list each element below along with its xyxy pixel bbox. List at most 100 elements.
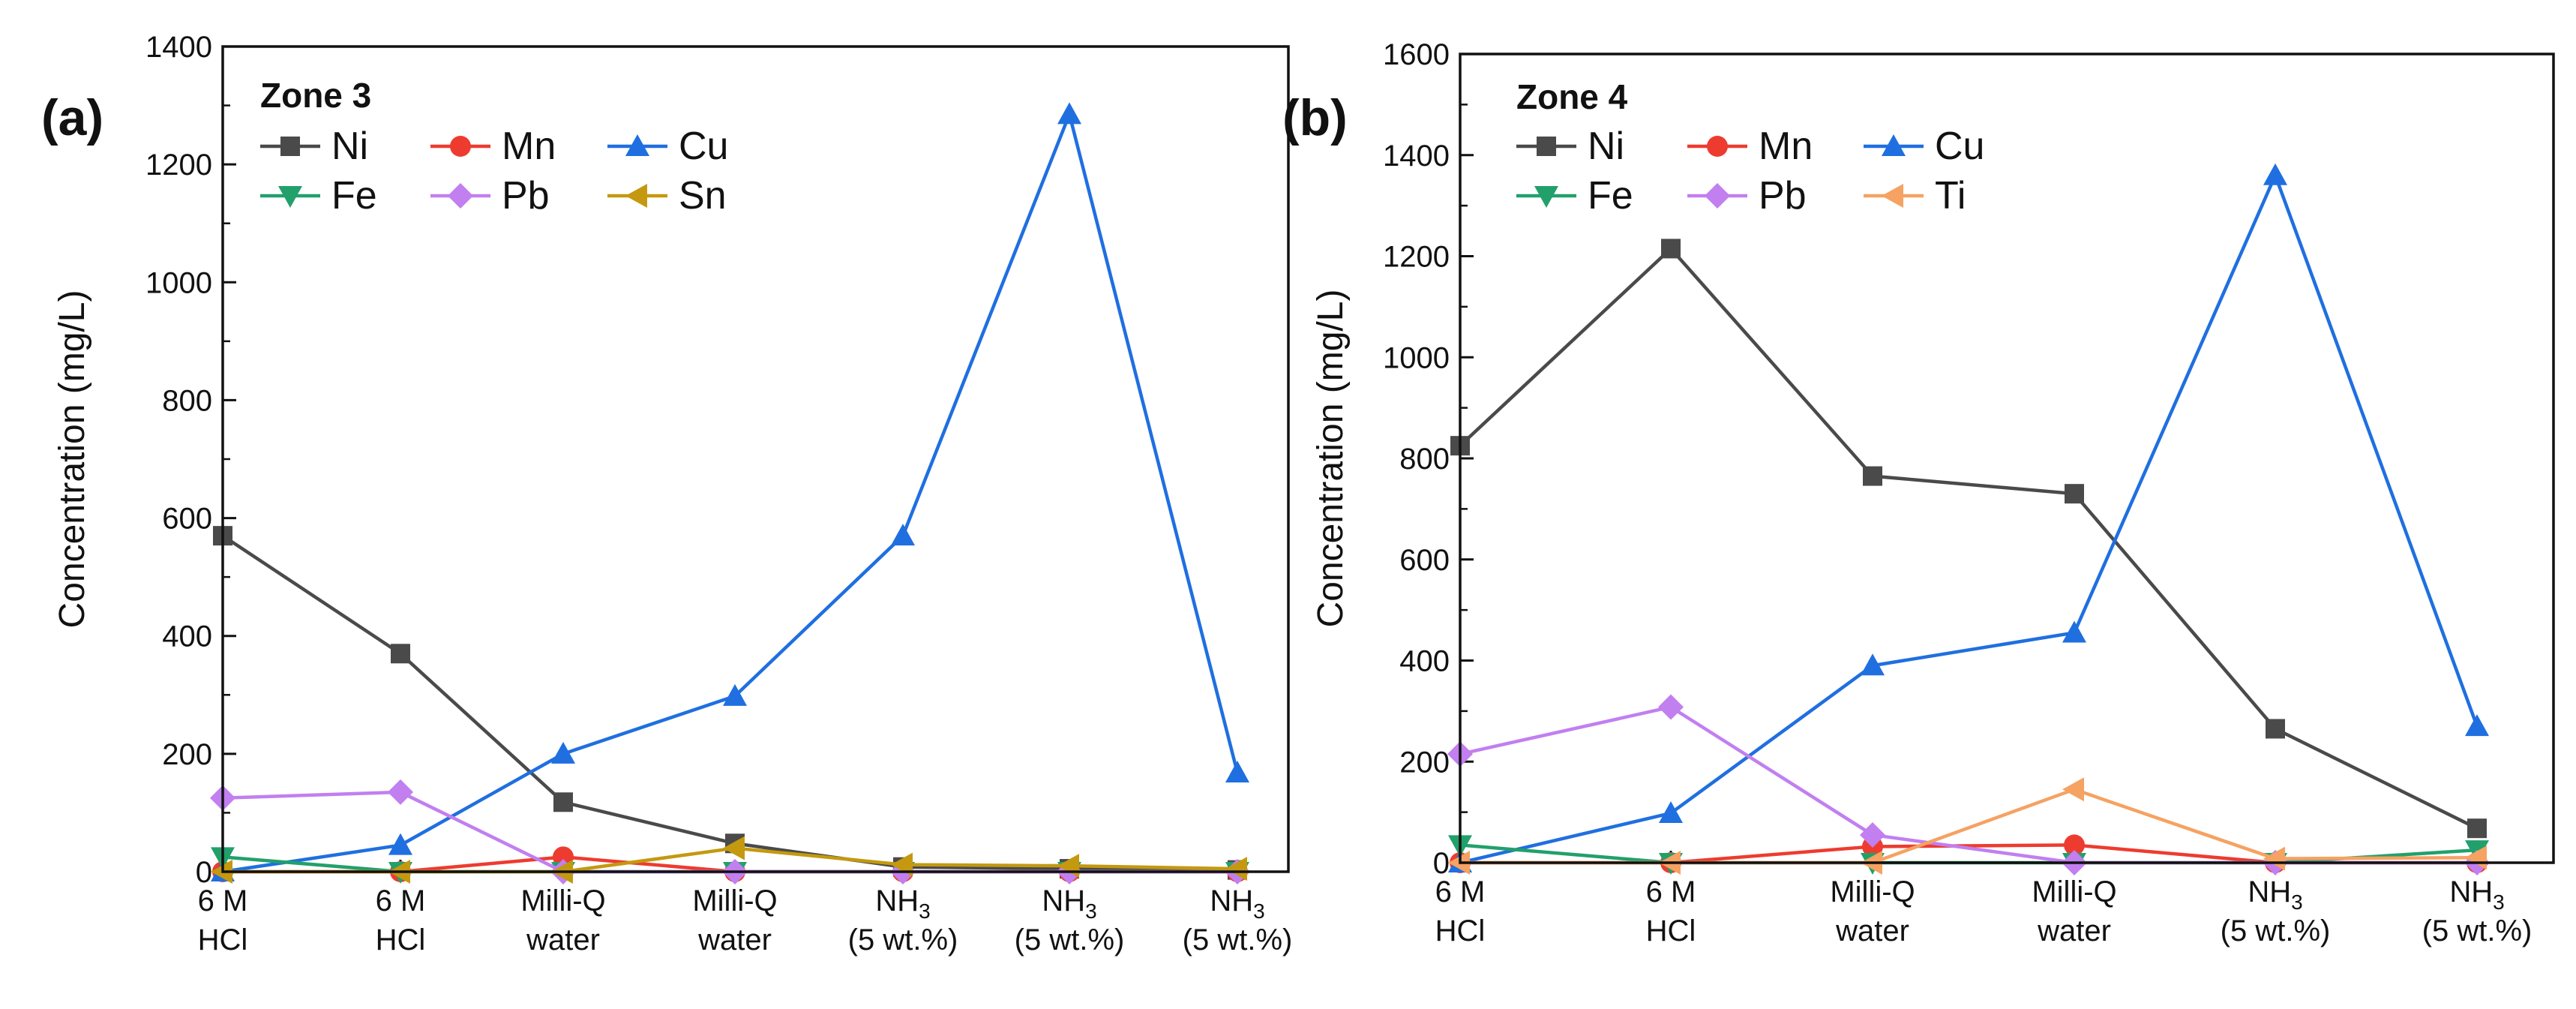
data-point — [388, 779, 413, 805]
legend-marker — [450, 136, 471, 157]
y-tick-label: 400 — [1399, 645, 1450, 678]
x-category-label: HCl — [376, 923, 426, 956]
x-category-label: (5 wt.%) — [1015, 923, 1125, 956]
x-category-label: NH3 — [1042, 884, 1096, 923]
legend: Ni Mn Cu Fe Pb Ti — [1516, 125, 1984, 218]
legend-label: Ni — [1588, 125, 1624, 168]
y-tick-label: 0 — [1433, 847, 1450, 880]
legend: Ni Mn Cu Fe Pb Sn — [260, 125, 728, 218]
series-pb — [1447, 694, 2490, 875]
data-point — [2263, 846, 2285, 871]
series-line-pb — [222, 790, 1237, 874]
legend-label: Pb — [502, 174, 550, 218]
legend-label: Mn — [502, 125, 556, 168]
y-tick-label: 400 — [162, 620, 212, 653]
zone-title: Zone 4 — [1516, 77, 1628, 116]
y-tick-label: 0 — [196, 856, 212, 889]
series-fe — [1448, 835, 2489, 875]
data-point — [2064, 834, 2085, 856]
x-category-label: NH3 — [1210, 884, 1264, 923]
legend-label: Mn — [1759, 125, 1813, 168]
data-point — [1057, 102, 1081, 125]
series-line-pb — [1459, 705, 2477, 865]
legend-label: Pb — [1759, 174, 1807, 218]
legend-label: Cu — [1935, 125, 1984, 168]
legend-entry-fe: Fe — [1516, 174, 1633, 218]
legend-entry-fe: Fe — [260, 174, 377, 218]
y-tick-label: 600 — [1399, 544, 1450, 577]
y-axis-label: Concentration (mg/L) — [52, 290, 92, 629]
legend-entry-cu: Cu — [1864, 125, 1984, 168]
data-point — [551, 741, 575, 764]
x-category-label: NH3 — [2449, 875, 2504, 914]
legend-marker — [448, 183, 473, 209]
data-point — [2062, 777, 2084, 802]
x-category-label: 6 M — [376, 884, 426, 917]
series-line-ni — [1459, 247, 2478, 830]
data-point — [391, 644, 410, 664]
x-category-label: Milli-Q — [2032, 875, 2116, 908]
legend-marker — [278, 186, 302, 208]
legend-entry-ni: Ni — [260, 125, 368, 168]
legend-marker — [1534, 186, 1558, 208]
panel-label: (b) — [1282, 89, 1348, 146]
data-point — [2266, 719, 2285, 739]
x-category-label: 6 M — [198, 884, 248, 917]
x-category-label: Milli-Q — [520, 884, 605, 917]
y-tick-label: 200 — [162, 738, 212, 771]
panel-label: (a) — [41, 89, 103, 146]
legend-marker — [1537, 137, 1556, 156]
data-point — [723, 836, 745, 860]
data-point — [2062, 620, 2086, 643]
series-line-cu — [222, 113, 1240, 874]
chart-panel-a: (a) Zone 3 0 200 400 600 800 1000 1200 1400 6 M HCl… — [41, 31, 1292, 956]
legend-entry-sn: Sn — [607, 174, 727, 218]
x-category-label: NH3 — [875, 884, 930, 923]
x-category-label: water — [697, 923, 772, 956]
legend-marker — [1882, 184, 1903, 208]
legend-marker — [1705, 183, 1730, 209]
series-mn — [1450, 834, 2488, 873]
legend-entry-pb: Pb — [430, 174, 550, 218]
y-tick-label: 1600 — [1383, 38, 1450, 71]
y-tick-label: 800 — [1399, 443, 1450, 476]
legend-label: Cu — [679, 125, 728, 168]
y-tick-label: 600 — [162, 503, 212, 536]
data-point — [723, 683, 747, 706]
legend-entry-pb: Pb — [1687, 174, 1807, 218]
legend-marker — [625, 134, 649, 156]
data-point — [1860, 821, 1885, 848]
plot-frame — [221, 45, 1290, 873]
x-category-label: 6 M — [1435, 875, 1486, 908]
legend-label: Fe — [1588, 174, 1633, 218]
data-point — [1225, 761, 1249, 782]
x-category-label: (5 wt.%) — [2422, 914, 2533, 947]
x-category-label: (5 wt.%) — [1183, 923, 1293, 956]
x-category-label: water — [2037, 914, 2111, 947]
data-point — [1861, 653, 1885, 676]
y-tick-label: 800 — [162, 384, 212, 417]
data-point — [1225, 857, 1247, 881]
data-point — [388, 833, 412, 855]
zone-title: Zone 3 — [260, 76, 371, 115]
plot-frame — [1459, 53, 2555, 864]
y-tick-label: 200 — [1399, 746, 1450, 779]
legend-entry-mn: Mn — [1687, 125, 1813, 168]
data-point — [1658, 694, 1684, 720]
y-tick-label: 1400 — [1383, 140, 1450, 173]
legend-entry-mn: Mn — [430, 125, 556, 168]
y-axis-label: Concentration (mg/L) — [1311, 290, 1351, 628]
y-tick-label: 1200 — [1383, 241, 1450, 274]
legend-label: Fe — [331, 174, 377, 218]
data-point — [891, 524, 915, 546]
y-tick-label: 1400 — [145, 31, 212, 64]
legend-entry-ni: Ni — [1516, 125, 1624, 168]
chart-panel-b: (b) Zone 4 0 200 400 600 800 1000 1200 1400 1600 6 … — [1282, 38, 2555, 947]
data-point — [1659, 800, 1683, 823]
data-point — [2065, 484, 2084, 504]
data-point — [1863, 466, 1882, 486]
legend-marker — [280, 137, 300, 156]
data-point — [2465, 714, 2489, 737]
x-category-label: HCl — [198, 923, 248, 956]
